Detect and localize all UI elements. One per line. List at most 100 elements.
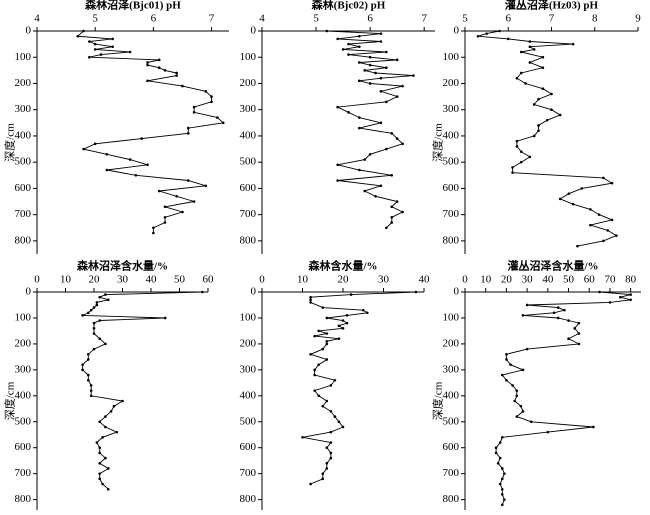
data-point [577,321,581,325]
data-point [181,210,184,214]
data-point [313,334,316,338]
data-point [98,477,101,481]
data-point [363,69,367,72]
data-point [577,342,581,346]
panel-title: 森林(Bjc02) pH [312,0,386,12]
data-point [589,223,592,227]
data-point [146,61,149,64]
data-point [309,352,312,356]
data-point [498,482,502,486]
data-point [321,472,325,475]
y-tick-label: 200 [240,77,257,89]
data-point [325,342,329,346]
data-point [511,166,514,169]
data-line [477,30,618,247]
data-point [358,34,361,38]
data-point [146,163,149,167]
data-point [541,66,545,70]
data-point [186,126,190,130]
data-point [412,74,415,77]
data-point [325,29,329,33]
data-point [128,158,132,161]
data-point [210,100,213,104]
data-point [163,221,167,224]
data-point [597,213,601,216]
data-point [98,319,101,322]
data-point [192,105,196,109]
y-axis-label: 深度/cm [431,381,445,420]
data-point [567,192,571,195]
data-point [368,55,372,59]
x-tick-label: 40 [146,274,158,286]
x-tick-label: 50 [563,274,575,286]
data-point [374,194,377,198]
data-point [121,399,124,403]
data-point [104,425,107,429]
y-tick-label: 500 [240,156,257,168]
data-point [592,425,595,429]
x-tick-label: 0 [259,274,265,286]
data-point [321,306,325,309]
data-point [216,116,219,119]
data-point [325,316,329,320]
data-point [558,113,562,117]
data-point [358,126,361,130]
data-point [101,482,104,486]
y-tick-label: 200 [15,77,32,89]
data-point [401,84,404,88]
data-point [152,231,155,235]
data-point [537,129,540,132]
data-point [321,347,325,351]
data-point [556,316,560,320]
data-point [341,319,345,322]
data-point [317,363,321,366]
data-point [152,226,155,230]
y-tick-label: 400 [240,129,257,141]
data-point [87,358,90,361]
x-tick-label: 30 [117,274,129,286]
data-point [515,145,519,148]
data-point [529,420,533,424]
data-point [87,378,90,382]
data-point [577,332,581,335]
data-point [329,410,333,413]
data-point [128,50,132,54]
data-point [519,160,523,164]
data-point [390,215,394,219]
data-point [500,436,504,439]
data-point [511,171,514,174]
y-axis-label: 深度/cm [3,123,17,162]
y-tick-label: 800 [240,493,257,505]
panel-title: 森林沼泽含水量/% [77,259,168,273]
data-point [95,301,99,304]
x-tick-label: 10 [60,274,72,286]
data-point [390,221,394,224]
data-point [629,293,632,296]
data-point [341,425,345,429]
data-point [494,451,498,455]
x-tick-label: 40 [419,274,431,286]
data-point [521,314,525,317]
data-point [347,53,350,56]
data-point [515,76,519,80]
y-tick-label: 500 [443,415,460,427]
data-point [589,208,592,211]
data-point [379,40,383,43]
data-point [358,61,361,64]
data-point [401,142,404,146]
data-point [602,239,605,243]
panel-title: 灌丛沼泽含水量/% [507,259,598,273]
data-point [385,147,388,151]
y-tick-label: 500 [240,415,257,427]
data-point [89,389,93,392]
data-point [98,451,101,455]
x-tick-label: 8 [592,13,598,25]
x-tick-label: 10 [480,274,492,286]
x-tick-label: 10 [297,274,309,286]
data-point [82,29,85,33]
data-point [610,218,614,222]
data-point [395,95,399,98]
data-point [329,384,333,387]
y-tick-label: 100 [443,51,460,63]
y-tick-label: 0 [251,286,257,298]
